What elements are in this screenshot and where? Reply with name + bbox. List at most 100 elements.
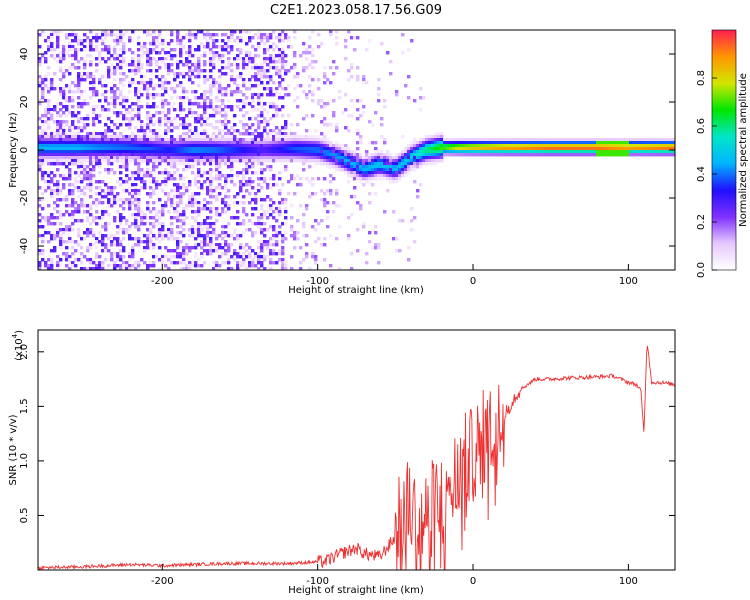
- svg-text:(x104): (x104): [11, 330, 25, 361]
- heatmap-cell: [104, 132, 108, 136]
- heatmap-cell: [134, 144, 138, 148]
- heatmap-cell: [44, 159, 48, 163]
- heatmap-cell: [338, 267, 342, 270]
- heatmap-cell: [122, 198, 126, 202]
- heatmap-cell: [293, 36, 297, 40]
- heatmap-cell: [224, 111, 228, 115]
- heatmap-cell: [332, 201, 336, 205]
- heatmap-cell: [419, 150, 423, 154]
- heatmap-cell: [203, 120, 207, 124]
- heatmap-cell: [128, 48, 132, 52]
- heatmap-cell: [149, 231, 153, 235]
- heatmap-cell: [293, 237, 297, 241]
- heatmap-cell: [116, 42, 120, 46]
- heatmap-cell: [203, 78, 207, 82]
- heatmap-cell: [71, 135, 75, 139]
- heatmap-cell: [98, 141, 102, 145]
- heatmap-cell: [41, 198, 45, 202]
- heatmap-cell: [284, 207, 288, 211]
- heatmap-cell: [656, 141, 660, 145]
- heatmap-cell: [119, 204, 123, 208]
- heatmap-cell: [44, 84, 48, 88]
- heatmap-cell: [458, 150, 462, 154]
- heatmap-cell: [209, 174, 213, 178]
- heatmap-cell: [665, 144, 669, 148]
- heatmap-cell: [305, 66, 309, 70]
- heatmap-cell: [203, 198, 207, 202]
- heatmap-cell: [65, 204, 69, 208]
- heatmap-cell: [101, 210, 105, 214]
- heatmap-cell: [185, 60, 189, 64]
- heatmap-cell: [278, 150, 282, 154]
- heatmap-cell: [377, 156, 381, 160]
- heatmap-cell: [242, 81, 246, 85]
- heatmap-cell: [89, 189, 93, 193]
- heatmap-cell: [194, 264, 198, 268]
- heatmap-cell: [518, 150, 522, 154]
- heatmap-cell: [89, 96, 93, 100]
- heatmap-cell: [374, 171, 378, 175]
- heatmap-cell: [260, 153, 264, 157]
- heatmap-cell: [80, 126, 84, 130]
- heatmap-cell: [170, 255, 174, 259]
- heatmap-cell: [50, 138, 54, 142]
- heatmap-cell: [38, 156, 42, 160]
- heatmap-cell: [653, 144, 657, 148]
- heatmap-cell: [404, 153, 408, 157]
- heatmap-cell: [173, 48, 177, 52]
- heatmap-cell: [407, 162, 411, 166]
- heatmap-cell: [659, 150, 663, 154]
- heatmap-cell: [173, 75, 177, 79]
- heatmap-cell: [194, 162, 198, 166]
- heatmap-cell: [194, 177, 198, 181]
- heatmap-cell: [608, 147, 612, 151]
- heatmap-cell: [284, 216, 288, 220]
- heatmap-cell: [383, 165, 387, 169]
- heatmap-cell: [302, 213, 306, 217]
- heatmap-cell: [527, 144, 531, 148]
- heatmap-cell: [104, 96, 108, 100]
- heatmap-cell: [368, 162, 372, 166]
- heatmap-cell: [389, 168, 393, 172]
- heatmap-cell: [290, 141, 294, 145]
- heatmap-cell: [533, 138, 537, 142]
- heatmap-cell: [77, 132, 81, 136]
- heatmap-cell: [221, 231, 225, 235]
- heatmap-cell: [119, 177, 123, 181]
- heatmap-cell: [53, 135, 57, 139]
- heatmap-cell: [290, 225, 294, 229]
- heatmap-cell: [344, 126, 348, 130]
- heatmap-cell: [86, 228, 90, 232]
- heatmap-cell: [305, 243, 309, 247]
- heatmap-cell: [281, 246, 285, 250]
- heatmap-cell: [275, 144, 279, 148]
- heatmap-cell: [80, 261, 84, 265]
- heatmap-cell: [152, 243, 156, 247]
- heatmap-cell: [656, 138, 660, 142]
- heatmap-cell: [47, 138, 51, 142]
- heatmap-cell: [65, 132, 69, 136]
- heatmap-cell: [80, 102, 84, 106]
- heatmap-cell: [185, 144, 189, 148]
- heatmap-cell: [218, 132, 222, 136]
- heatmap-cell: [194, 153, 198, 157]
- heatmap-cell: [200, 135, 204, 139]
- heatmap-cell: [215, 207, 219, 211]
- heatmap-cell: [80, 90, 84, 94]
- heatmap-cell: [473, 144, 477, 148]
- heatmap-cell: [38, 99, 42, 103]
- heatmap-cell: [344, 147, 348, 151]
- heatmap-cell: [95, 180, 99, 184]
- heatmap-cell: [131, 144, 135, 148]
- heatmap-cell: [320, 150, 324, 154]
- heatmap-cell: [56, 123, 60, 127]
- heatmap-cell: [302, 222, 306, 226]
- heatmap-cell: [248, 192, 252, 196]
- heatmap-cell: [122, 78, 126, 82]
- heatmap-cell: [71, 228, 75, 232]
- heatmap-cell: [206, 153, 210, 157]
- heatmap-cell: [134, 207, 138, 211]
- heatmap-cell: [311, 252, 315, 256]
- heatmap-cell: [164, 201, 168, 205]
- heatmap-cell: [455, 153, 459, 157]
